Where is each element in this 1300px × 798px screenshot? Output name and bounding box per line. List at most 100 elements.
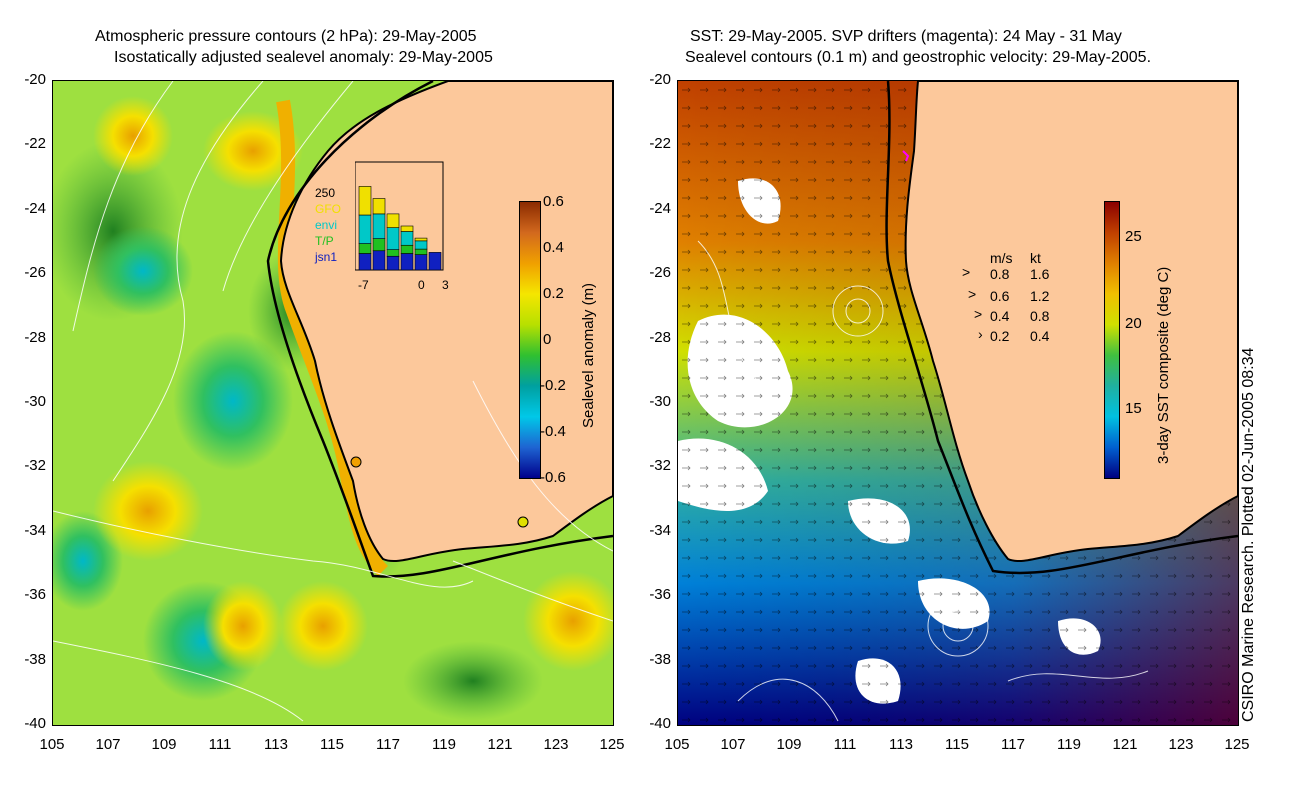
right-lat-tick: -24 [649,199,671,217]
velocity-key-arrow-0.6: > [968,286,977,302]
velocity-key-arrow-0.2: › [978,326,983,342]
inset-xtick-zero: 0 [418,278,425,292]
left-cbar-tick-0.2: 0.2 [543,285,564,302]
left-lon-tick: 125 [599,736,625,753]
left-cbar-tick-neg0.6: -0.6 [540,469,566,486]
right-lon-tick: 123 [1168,736,1194,753]
left-lon-tick: 117 [376,736,400,753]
pressure-contours [53,81,613,722]
left-cbar-tick-0: 0 [543,331,552,348]
right-lon-tick: 109 [776,736,802,753]
left-lat-tick: -36 [24,586,46,604]
velocity-key-kt-1.6: 1.6 [1030,266,1050,282]
inset-bar-gfo [386,213,400,228]
inset-bar-jsn1 [358,253,372,271]
right-cbar-tick-25: 25 [1125,228,1142,245]
left-lat-tick: -20 [24,71,46,88]
inset-bar-tp [386,249,400,257]
inset-bar-envi [372,213,386,239]
inset-legend-jsn1: jsn1 [315,250,338,264]
velocity-key-kt-1.2: 1.2 [1030,288,1050,304]
right-lat-tick: -40 [649,715,671,732]
left-lat-tick: -40 [24,715,46,732]
right-title-line1: SST: 29-May-2005. SVP drifters (magenta)… [690,28,1122,45]
velocity-key: m/s kt > 0.8 1.6 > 0.6 1.2 > 0.4 0.8 › 0… [960,250,1070,350]
coastal-boundary-current [276,99,389,576]
right-lat-tick: -32 [649,457,671,475]
left-title-line2: Isostatically adjusted sealevel anomaly:… [114,49,493,66]
inset-bar-jsn1 [372,250,386,271]
left-lon-tick: 115 [320,736,344,753]
inset-bar-tp [358,243,372,254]
inset-bar-jsn1 [400,253,414,271]
left-lat-tick: -32 [24,457,46,475]
right-lon-tick: 111 [833,736,857,753]
right-lon-tick: 105 [664,736,690,753]
right-lon-tick: 121 [1112,736,1138,753]
right-lat-tick: -36 [649,586,671,604]
inset-bar-jsn1 [386,255,400,271]
left-lat-tick: -22 [24,135,46,153]
land-mass [904,81,1238,563]
left-lon-tick: 105 [39,736,65,753]
velocity-key-ms-0.6: 0.6 [990,288,1010,304]
left-lon-tick: 113 [264,736,288,753]
velocity-key-ms-0.8: 0.8 [990,266,1010,282]
left-lat-tick: -28 [24,328,46,346]
data-count-inset: 250 GFO envi T/P jsn1 -7 0 3 [300,160,460,300]
inset-bar-tp [372,238,386,252]
credit-text: CSIRO Marine Research. Plotted 02-Jun-20… [1240,347,1257,722]
inset-bar-gfo [372,198,386,215]
inset-legend-tp: T/P [315,234,334,248]
inset-bar-tp [414,248,428,255]
left-cbar-tick-0.6: 0.6 [543,193,564,210]
right-lat-tick: -26 [649,264,671,282]
right-lon-tick: 117 [1001,736,1025,753]
station-marker-a [350,456,362,468]
inset-bar-gfo [414,237,428,242]
velocity-key-arrow-0.4: > [974,306,983,322]
right-lat-tick: -20 [649,71,671,88]
left-cbar-tick-0.4: 0.4 [543,239,564,256]
inset-bar-envi [386,227,400,250]
velocity-key-kt-0.8: 0.8 [1030,308,1050,324]
left-cbar-tick-neg0.2: -0.2 [540,377,566,394]
velocity-key-header-kt: kt [1030,250,1041,266]
right-lon-tick: 125 [1224,736,1250,753]
svp-drifter-track [902,150,910,162]
inset-xtick-min: -7 [358,278,369,292]
right-cbar-label: 3-day SST composite (deg C) [1155,266,1172,464]
left-lat-tick: -26 [24,264,46,282]
inset-bar-gfo [358,186,372,216]
left-lon-tick: 119 [432,736,456,753]
sealevel-contours [697,240,1149,722]
sst-map [677,80,1239,726]
velocity-key-arrow-0.8: > [962,264,971,280]
inset-xtick-max: 3 [442,278,449,292]
right-lat-tick: -22 [649,135,671,153]
left-lon-tick: 109 [151,736,177,753]
right-lon-tick: 115 [945,736,969,753]
velocity-key-ms-0.2: 0.2 [990,328,1010,344]
inset-legend-gfo: GFO [315,202,341,216]
right-lat-tick: -30 [649,393,671,410]
inset-bar-envi [400,231,414,246]
inset-bar-jsn1 [428,252,442,271]
right-lat-tick: -38 [649,650,671,668]
velocity-key-header-ms: m/s [990,250,1013,266]
right-lon-tick: 119 [1057,736,1081,753]
left-lat-tick: -34 [24,521,46,539]
right-cbar-tick-20: 20 [1125,315,1142,332]
left-lat-tick: -24 [24,199,46,217]
right-lat-tick: -28 [649,328,671,346]
inset-bar-chart [355,161,444,271]
velocity-key-ms-0.4: 0.4 [990,308,1010,324]
inset-bar-tp [400,244,414,254]
left-lat-tick: -38 [24,650,46,668]
inset-ymax-label: 250 [315,186,336,200]
left-lat-tick: -30 [24,393,46,410]
sealevel-colorbar [519,201,541,479]
right-cbar-tick-15: 15 [1125,400,1142,417]
inset-bar-envi [358,214,372,244]
inset-legend-envi: envi [315,218,338,232]
